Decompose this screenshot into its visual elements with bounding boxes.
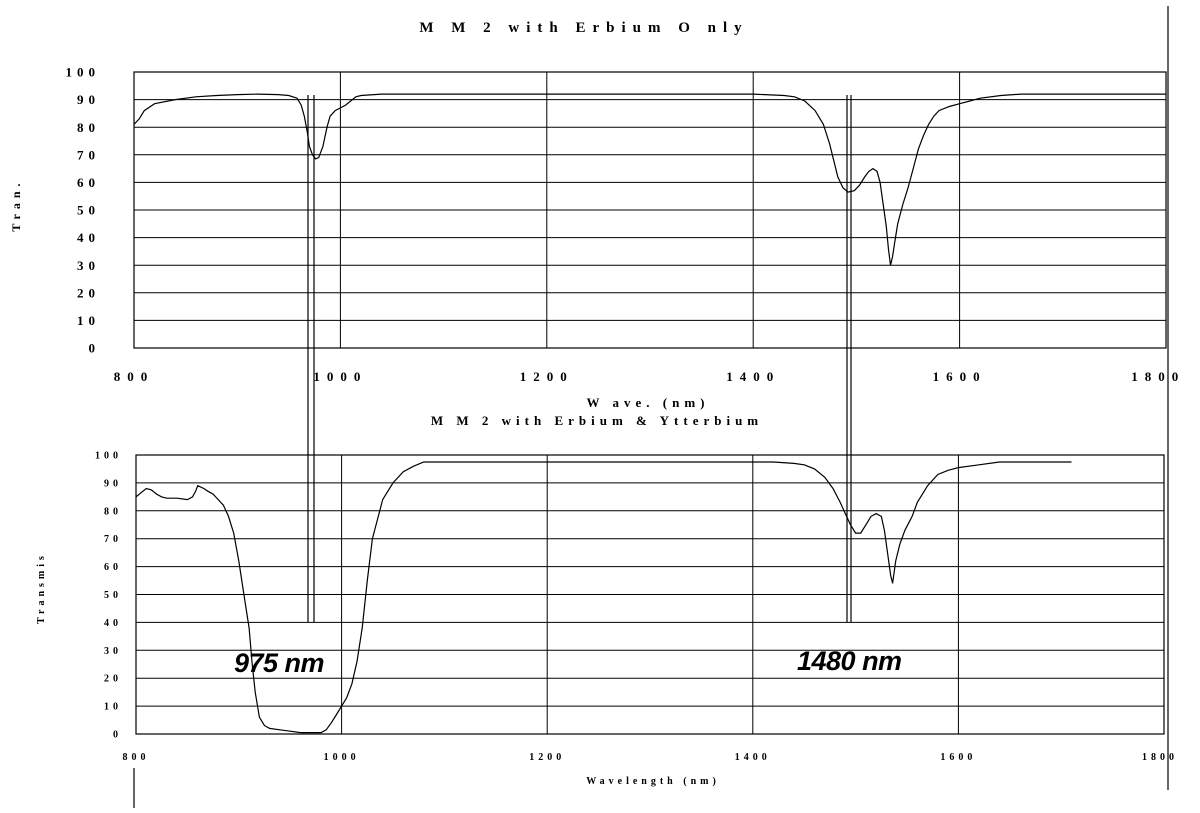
y-tick-label: 90 [77,92,100,107]
plot-frame [133,71,1167,349]
x-axis-label: W ave. (nm) [586,395,709,410]
x-tick-label: 1000 [313,369,367,384]
x-tick-label: 1800 [1131,369,1185,384]
y-tick-label: 70 [104,534,122,545]
y-axis-label: Transmis [36,552,47,624]
y-tick-label: 0 [89,341,101,356]
x-tick-label: 1200 [520,369,574,384]
y-tick-labels: 0 10 20 30 40 50 60 70 80 90 100 [95,451,122,741]
plot-frame [135,454,1165,735]
y-tick-label: 80 [77,120,100,135]
chart-title: M M 2 with Erbium & Ytterbium [431,413,763,428]
x-tick-label: 800 [123,752,150,763]
annotation-1480: 1480 nm [797,646,902,676]
y-axis-label: Tran. [9,178,23,231]
y-tick-label: 30 [104,646,122,657]
x-tick-label: 800 [114,369,155,384]
y-tick-label: 0 [113,730,122,741]
y-tick-label: 70 [77,147,100,162]
wavelength-marker-1480 [846,95,852,622]
y-tick-label: 20 [77,285,100,300]
annotation-975: 975 nm [234,648,324,678]
y-tick-label: 40 [77,230,100,245]
y-tick-label: 50 [77,203,100,218]
x-tick-labels: 800 1000 1200 1400 1600 1800 [114,369,1185,384]
series-line [133,93,1166,266]
x-tick-label: 1600 [933,369,987,384]
y-tick-label: 10 [104,702,122,713]
y-tick-label: 50 [104,590,122,601]
y-tick-label: 40 [104,618,122,629]
y-tick-label: 100 [66,65,101,80]
y-tick-label: 60 [104,562,122,573]
series-line [135,461,1072,734]
y-tick-label: 20 [104,674,122,685]
x-tick-label: 1000 [324,752,360,763]
chart-title: M M 2 with Erbium O nly [419,20,748,36]
grid [134,72,1166,348]
chart-erbium-ytterbium: M M 2 with Erbium & Ytterbium 0 10 20 30 40 5… [36,413,1178,787]
y-tick-label: 90 [104,478,122,489]
x-tick-label: 1400 [735,752,771,763]
y-tick-label: 80 [104,506,122,517]
x-tick-label: 1800 [1142,752,1178,763]
y-tick-label: 30 [77,258,100,273]
grid [136,455,1164,734]
y-tick-label: 10 [77,313,100,328]
chart-erbium-only: M M 2 with Erbium O nly 0 10 20 30 40 50 60 70 8… [9,20,1185,410]
wavelength-marker-975 [307,95,315,622]
y-tick-labels: 0 10 20 30 40 50 60 70 80 90 100 [66,65,101,356]
x-tick-label: 1200 [529,752,565,763]
x-axis-label: Wavelength (nm) [586,776,720,787]
y-tick-label: 100 [95,451,122,462]
y-tick-label: 60 [77,175,100,190]
x-tick-labels: 800 1000 1200 1400 1600 1800 [123,752,1178,763]
x-tick-label: 1600 [940,752,976,763]
x-tick-label: 1400 [726,369,780,384]
